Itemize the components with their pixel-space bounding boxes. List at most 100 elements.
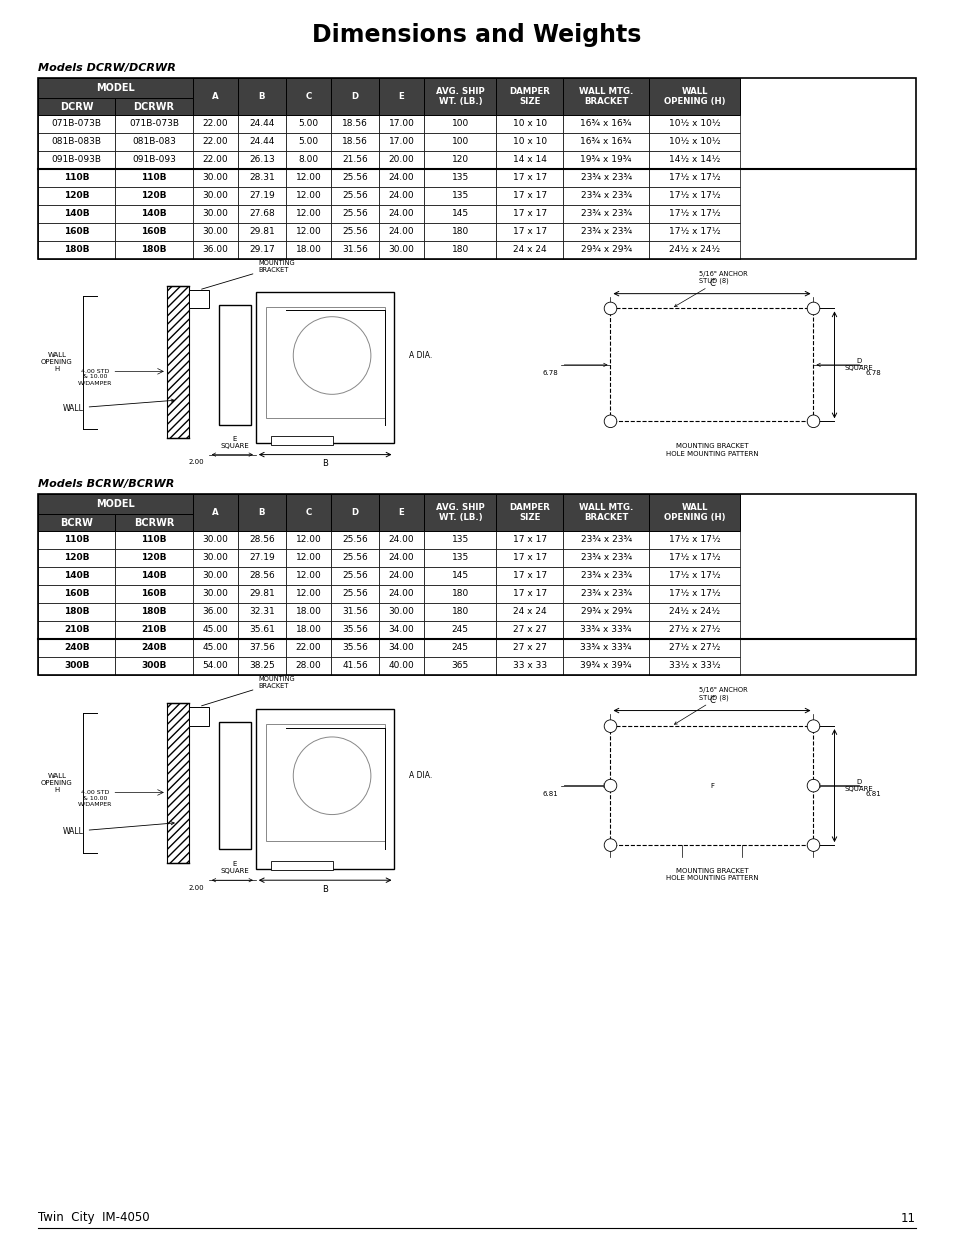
- Text: 22.00: 22.00: [202, 137, 228, 147]
- Bar: [562, 638, 648, 657]
- Bar: [255, 291, 394, 443]
- Text: WALL
OPENING (H): WALL OPENING (H): [663, 86, 724, 106]
- Bar: [610, 726, 813, 845]
- Bar: [38, 186, 115, 205]
- Bar: [331, 205, 378, 224]
- Text: WALL MTG.
BRACKET: WALL MTG. BRACKET: [578, 503, 633, 522]
- Bar: [496, 186, 562, 205]
- Text: 23¾ x 23¾: 23¾ x 23¾: [579, 553, 631, 562]
- Bar: [193, 205, 238, 224]
- Text: 33 x 33: 33 x 33: [512, 662, 546, 671]
- Text: 29¾ x 29¾: 29¾ x 29¾: [579, 246, 631, 254]
- Bar: [193, 151, 238, 169]
- Bar: [424, 186, 496, 205]
- Text: 140B: 140B: [64, 572, 90, 580]
- Bar: [496, 603, 562, 621]
- Text: B: B: [322, 459, 328, 468]
- Text: 23¾ x 23¾: 23¾ x 23¾: [579, 210, 631, 219]
- Text: 100: 100: [451, 120, 469, 128]
- Text: 22.00: 22.00: [202, 120, 228, 128]
- Bar: [193, 186, 238, 205]
- Bar: [271, 436, 333, 446]
- Bar: [424, 241, 496, 259]
- Text: 30.00: 30.00: [202, 227, 228, 236]
- Text: WALL: WALL: [63, 821, 174, 836]
- Text: 120B: 120B: [141, 553, 167, 562]
- Text: 135: 135: [451, 173, 469, 183]
- Bar: [285, 205, 331, 224]
- Text: DAMPER
SIZE: DAMPER SIZE: [509, 86, 550, 106]
- Text: 24.44: 24.44: [249, 137, 274, 147]
- Text: A DIA.: A DIA.: [409, 772, 432, 781]
- Text: BCRWR: BCRWR: [133, 517, 173, 527]
- Bar: [378, 494, 424, 531]
- Text: 14 x 14: 14 x 14: [512, 156, 546, 164]
- Text: 24½ x 24½: 24½ x 24½: [668, 608, 720, 616]
- Circle shape: [806, 779, 819, 792]
- Bar: [378, 585, 424, 603]
- Text: 28.31: 28.31: [249, 173, 274, 183]
- Text: 12.00: 12.00: [295, 210, 321, 219]
- Text: 11: 11: [900, 1212, 915, 1224]
- Text: 27.68: 27.68: [249, 210, 274, 219]
- Text: 120B: 120B: [141, 191, 167, 200]
- Text: AVG. SHIP
WT. (LB.): AVG. SHIP WT. (LB.): [436, 503, 484, 522]
- Bar: [115, 657, 193, 676]
- Bar: [115, 550, 193, 567]
- Bar: [115, 98, 193, 115]
- Bar: [562, 585, 648, 603]
- Bar: [496, 78, 562, 115]
- Circle shape: [806, 720, 819, 732]
- Text: 6.81: 6.81: [865, 792, 881, 798]
- Text: 27 x 27: 27 x 27: [512, 625, 546, 635]
- Text: 21.56: 21.56: [342, 156, 368, 164]
- Bar: [424, 567, 496, 585]
- Bar: [424, 169, 496, 186]
- Text: 27.19: 27.19: [249, 191, 274, 200]
- Bar: [378, 241, 424, 259]
- Bar: [193, 133, 238, 151]
- Bar: [115, 133, 193, 151]
- Text: D: D: [351, 91, 358, 101]
- Bar: [331, 638, 378, 657]
- Text: F: F: [709, 783, 713, 789]
- Bar: [285, 657, 331, 676]
- Bar: [562, 115, 648, 133]
- Bar: [285, 115, 331, 133]
- Bar: [189, 290, 209, 309]
- Bar: [610, 309, 813, 421]
- Text: 33½ x 33½: 33½ x 33½: [668, 662, 720, 671]
- Text: 24.00: 24.00: [388, 227, 414, 236]
- Text: 24 x 24: 24 x 24: [513, 608, 546, 616]
- Bar: [189, 706, 209, 726]
- Bar: [378, 115, 424, 133]
- Text: 24.00: 24.00: [388, 572, 414, 580]
- Text: 23¾ x 23¾: 23¾ x 23¾: [579, 572, 631, 580]
- Bar: [238, 224, 285, 241]
- Text: MOUNTING BRACKET
HOLE MOUNTING PATTERN: MOUNTING BRACKET HOLE MOUNTING PATTERN: [665, 868, 758, 882]
- Text: 12.00: 12.00: [295, 536, 321, 545]
- Text: 33¾ x 33¾: 33¾ x 33¾: [579, 625, 631, 635]
- Text: 10 x 10: 10 x 10: [512, 120, 546, 128]
- Text: Dimensions and Weights: Dimensions and Weights: [312, 23, 641, 47]
- Text: 18.56: 18.56: [342, 137, 368, 147]
- Text: DCRWR: DCRWR: [133, 101, 174, 111]
- Text: 17 x 17: 17 x 17: [512, 227, 546, 236]
- Text: A DIA.: A DIA.: [409, 351, 432, 361]
- Bar: [38, 98, 115, 115]
- Bar: [38, 224, 115, 241]
- Bar: [38, 169, 115, 186]
- Text: 30.00: 30.00: [388, 246, 414, 254]
- Text: 6.78: 6.78: [541, 370, 558, 377]
- Bar: [238, 186, 285, 205]
- Text: 25.56: 25.56: [342, 173, 368, 183]
- Bar: [167, 703, 189, 863]
- Text: 28.56: 28.56: [249, 536, 274, 545]
- Bar: [238, 621, 285, 638]
- Bar: [378, 133, 424, 151]
- Text: E: E: [398, 508, 404, 517]
- Bar: [562, 567, 648, 585]
- Text: 17 x 17: 17 x 17: [512, 553, 546, 562]
- Text: 5/16" ANCHOR
STUD (8): 5/16" ANCHOR STUD (8): [674, 688, 747, 724]
- Bar: [115, 169, 193, 186]
